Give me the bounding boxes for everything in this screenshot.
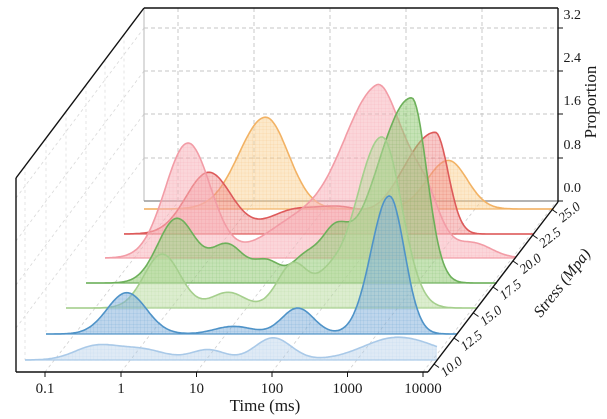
x-tick-label: 1000 — [333, 381, 363, 397]
ridge-outline — [25, 336, 438, 361]
y-tick-mark — [551, 209, 558, 214]
z-tick-label: 2.4 — [564, 51, 582, 66]
leftpane-gridline-proportion — [15, 113, 145, 286]
z-tick-label: 0.0 — [564, 181, 582, 196]
x-tick-label: 10 — [189, 381, 204, 397]
ridge-stress-12.5 — [46, 195, 457, 335]
y-tick-label: 22.5 — [536, 224, 564, 251]
x-tick-label: 10000 — [404, 381, 442, 397]
y-tick-mark — [473, 312, 479, 317]
leftpane-gridline-proportion — [15, 27, 145, 199]
ridge-outline — [104, 83, 517, 259]
y-tick-mark — [433, 363, 440, 368]
x-tick-label: 100 — [261, 381, 284, 397]
y-tick-mark — [512, 260, 519, 265]
y-tick-label: 12.5 — [457, 327, 485, 354]
y-tick-label: 10.0 — [437, 353, 465, 380]
ridge-hatch — [46, 195, 457, 334]
leftpane-gridline-proportion — [15, 70, 145, 242]
y-tick-label: 20.0 — [516, 250, 544, 277]
y-tick-mark — [532, 234, 538, 239]
ridge-outline — [46, 195, 457, 335]
x-tick-label: 0.1 — [36, 381, 55, 397]
z-tick-label: 3.2 — [564, 8, 582, 23]
y-tick-label: 17.5 — [496, 276, 524, 303]
x-tick-label: 1 — [117, 381, 125, 397]
ridge-outline — [66, 136, 477, 309]
y-tick-label: 25.0 — [555, 199, 583, 226]
axis-spines — [15, 7, 559, 373]
z-tick-label: 1.6 — [564, 94, 582, 109]
x-axis-title: Time (ms) — [230, 396, 301, 415]
y-tick-label: 15.0 — [477, 302, 505, 329]
ridge-hatch — [25, 337, 437, 360]
y-tick-mark — [453, 337, 460, 342]
y-tick-mark — [492, 286, 499, 291]
z-tick-label: 0.8 — [564, 138, 582, 153]
box-spine — [15, 7, 145, 179]
ridge-stress-10.0 — [25, 336, 438, 361]
z-axis-title: Proportion — [581, 65, 600, 138]
ridge-series — [25, 83, 554, 361]
